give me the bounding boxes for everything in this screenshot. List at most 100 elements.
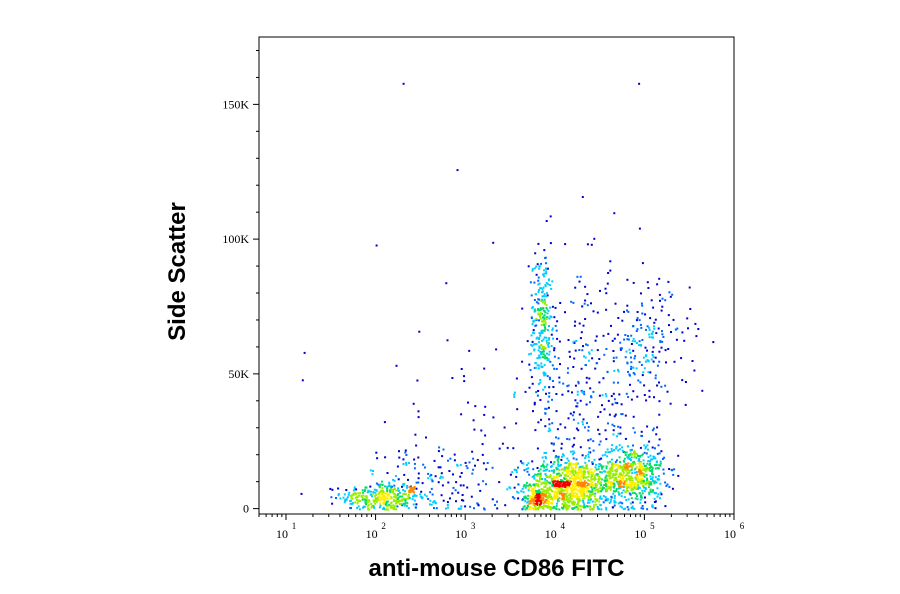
event-point xyxy=(544,412,547,415)
event-point xyxy=(548,284,551,287)
event-point xyxy=(629,351,632,354)
event-point xyxy=(540,497,543,500)
event-point xyxy=(567,367,569,370)
event-point xyxy=(589,506,592,508)
event-point xyxy=(545,220,548,222)
event-point xyxy=(534,491,537,494)
event-point xyxy=(357,492,360,495)
event-point xyxy=(582,501,585,504)
event-point xyxy=(595,362,598,365)
event-point xyxy=(537,276,540,279)
event-point xyxy=(389,486,392,489)
event-point xyxy=(412,487,415,490)
event-point xyxy=(365,500,368,503)
event-point xyxy=(636,476,639,479)
event-point xyxy=(543,374,546,377)
event-point xyxy=(558,497,561,500)
event-point xyxy=(540,344,543,347)
event-point xyxy=(539,350,542,353)
event-point xyxy=(369,469,372,472)
event-point xyxy=(654,491,657,494)
event-point xyxy=(648,329,651,332)
event-point xyxy=(590,468,593,471)
event-point xyxy=(598,463,601,466)
event-point xyxy=(366,501,369,503)
event-point xyxy=(571,502,574,505)
event-point xyxy=(412,495,414,498)
event-point xyxy=(646,349,648,352)
event-point xyxy=(545,483,548,486)
event-point xyxy=(353,486,356,489)
event-point xyxy=(368,499,371,502)
event-point xyxy=(455,500,457,503)
event-point xyxy=(670,468,673,471)
event-point xyxy=(611,506,614,509)
event-point xyxy=(539,379,542,381)
event-point xyxy=(557,498,560,501)
event-point xyxy=(567,459,570,462)
event-point xyxy=(607,472,610,475)
event-point xyxy=(605,497,608,500)
event-point xyxy=(641,453,644,456)
event-point xyxy=(586,293,589,296)
event-point xyxy=(402,463,405,465)
event-point xyxy=(629,374,631,377)
event-point xyxy=(575,506,578,508)
event-point xyxy=(661,305,664,308)
event-point xyxy=(533,486,536,489)
event-point xyxy=(419,495,422,498)
event-point xyxy=(427,498,430,500)
event-point xyxy=(549,498,552,501)
event-point xyxy=(549,488,552,491)
event-point xyxy=(616,470,619,473)
event-point xyxy=(530,294,533,297)
event-point xyxy=(543,293,546,296)
event-point xyxy=(617,465,620,468)
event-point xyxy=(537,279,540,282)
event-point xyxy=(595,488,598,491)
event-point xyxy=(643,394,646,396)
event-point xyxy=(559,363,561,366)
event-point xyxy=(542,463,545,466)
event-point xyxy=(623,338,626,341)
event-point xyxy=(646,444,649,447)
event-point xyxy=(397,493,400,496)
event-point xyxy=(686,317,689,320)
event-point xyxy=(617,425,620,428)
event-point xyxy=(392,488,395,491)
event-point xyxy=(591,500,594,503)
event-point xyxy=(592,484,594,487)
event-point xyxy=(563,478,566,481)
event-point xyxy=(543,298,546,301)
event-point xyxy=(571,490,574,493)
event-point xyxy=(359,500,361,502)
event-point xyxy=(619,505,622,508)
event-point xyxy=(574,481,577,484)
event-point xyxy=(609,482,612,485)
event-point xyxy=(628,470,631,473)
event-point xyxy=(654,377,657,380)
event-point xyxy=(533,503,536,506)
event-point xyxy=(568,350,571,353)
event-point xyxy=(583,480,586,483)
event-point xyxy=(503,426,506,429)
event-point xyxy=(544,257,547,259)
event-point xyxy=(536,474,539,477)
event-point xyxy=(649,477,652,480)
event-point xyxy=(541,298,544,301)
event-point xyxy=(452,473,454,476)
event-point xyxy=(398,499,401,502)
event-point xyxy=(540,320,543,323)
event-point xyxy=(544,473,547,476)
event-point xyxy=(538,489,541,492)
event-point xyxy=(454,489,457,492)
event-point xyxy=(555,393,558,395)
event-point xyxy=(672,473,675,476)
event-point xyxy=(560,458,563,461)
event-point xyxy=(609,487,612,490)
event-point xyxy=(529,281,532,284)
event-point xyxy=(605,482,607,485)
event-point xyxy=(526,501,529,504)
event-point xyxy=(598,433,601,436)
event-point xyxy=(397,487,400,490)
